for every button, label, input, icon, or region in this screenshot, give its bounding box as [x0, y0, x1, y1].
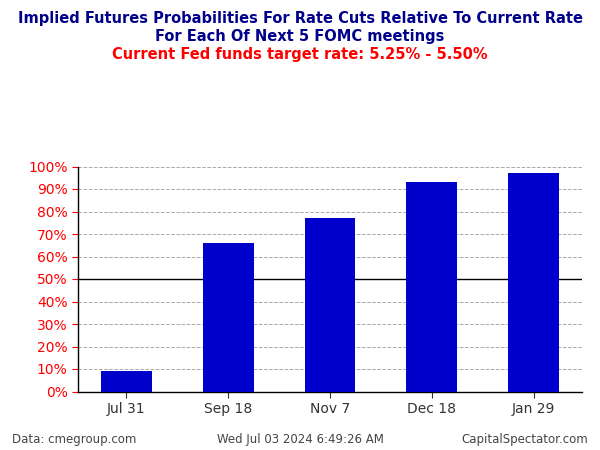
Text: Data: cmegroup.com: Data: cmegroup.com — [12, 432, 136, 446]
Bar — [406, 182, 457, 392]
Bar — [101, 371, 152, 392]
Bar — [508, 173, 559, 392]
Bar — [203, 243, 254, 392]
Text: Implied Futures Probabilities For Rate Cuts Relative To Current Rate: Implied Futures Probabilities For Rate C… — [17, 11, 583, 26]
Text: For Each Of Next 5 FOMC meetings: For Each Of Next 5 FOMC meetings — [155, 29, 445, 44]
Text: Current Fed funds target rate: 5.25% - 5.50%: Current Fed funds target rate: 5.25% - 5… — [112, 47, 488, 62]
Bar — [305, 218, 355, 392]
Text: Wed Jul 03 2024 6:49:26 AM: Wed Jul 03 2024 6:49:26 AM — [217, 432, 383, 446]
Text: CapitalSpectator.com: CapitalSpectator.com — [461, 432, 588, 446]
